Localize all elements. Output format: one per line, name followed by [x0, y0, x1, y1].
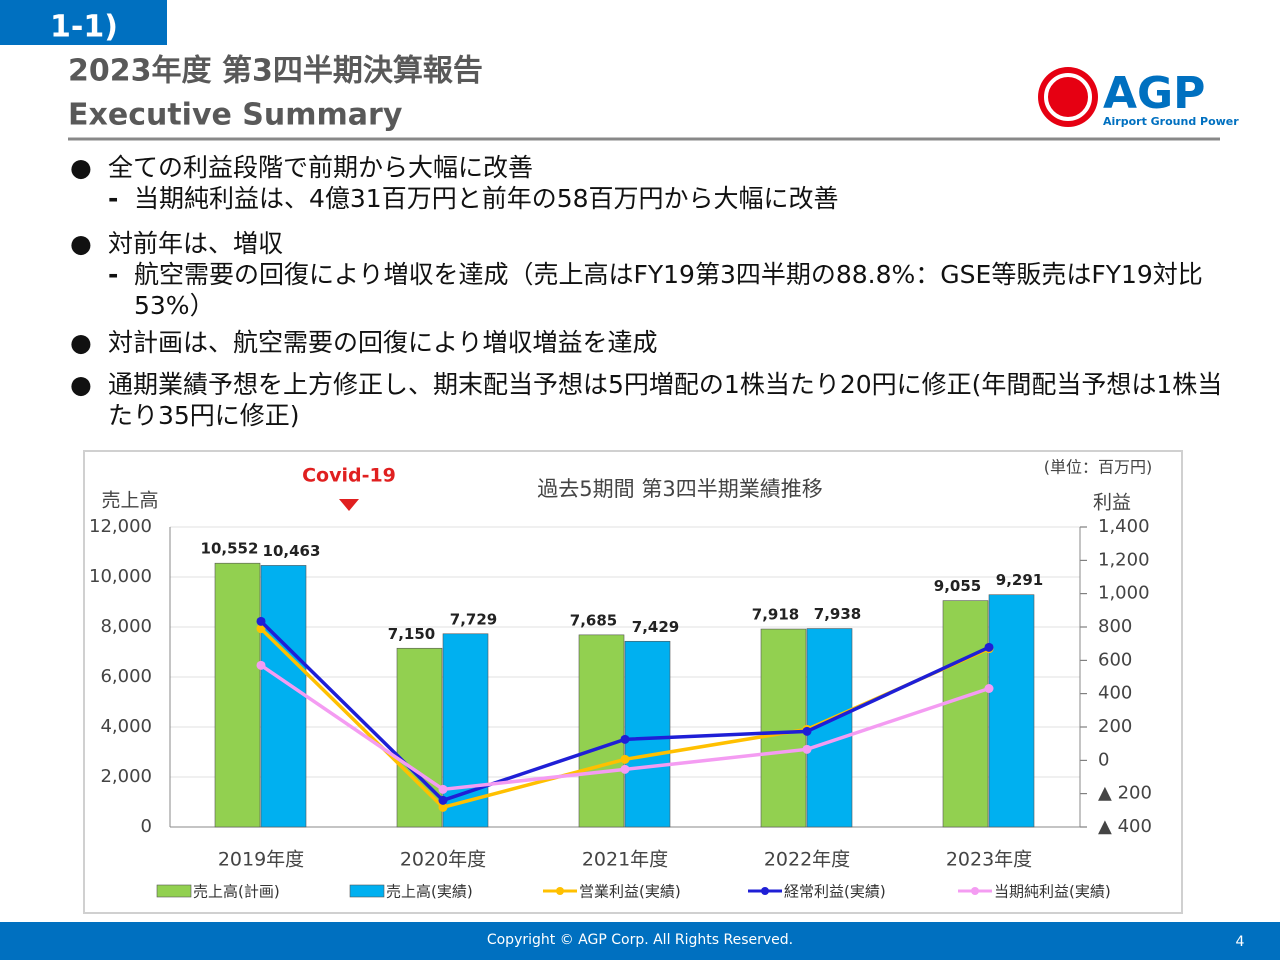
- logo-name: AGP: [1103, 68, 1205, 119]
- x-tick-label: 2019年度: [218, 849, 304, 871]
- y2-tick-label: 800: [1098, 616, 1132, 637]
- bar-value-label: 10,552: [201, 540, 259, 558]
- bar: [760, 628, 807, 828]
- line-point: [620, 764, 630, 774]
- x-tick-label: 2021年度: [582, 849, 668, 871]
- line-point: [802, 726, 812, 736]
- bar-value-label: 10,463: [263, 542, 321, 560]
- bullet-subtext: 当期純利益は、4億31百万円と前年の58百万円から大幅に改善: [108, 183, 1230, 214]
- x-tick-label: 2020年度: [400, 849, 486, 871]
- legend-label: 当期純利益(実績): [994, 883, 1111, 901]
- bullet-marker: ●: [70, 153, 92, 182]
- y-tick-label: 2,000: [100, 766, 152, 787]
- bar-value-label: 7,685: [570, 611, 617, 629]
- logo-tagline: Airport Ground Power: [1103, 115, 1239, 128]
- bar: [988, 594, 1035, 828]
- y2-tick-label: 0: [1098, 749, 1109, 770]
- legend-label: 経常利益(実績): [784, 883, 886, 901]
- bullet-item: ● 通期業績予想を上方修正し、期末配当予想は5円増配の1株当たり20円に修正(年間…: [70, 369, 1230, 431]
- bar: [260, 565, 307, 828]
- y2-axis-title: 利益: [1093, 492, 1131, 514]
- bullet-item: ● 対計画は、航空需要の回復により増収増益を達成: [70, 327, 1230, 358]
- legend-dot: [761, 887, 769, 895]
- y-tick-label: 6,000: [100, 666, 152, 687]
- section-number: 1-1): [50, 10, 118, 45]
- bullet-item: ● 全ての利益段階で前期から大幅に改善当期純利益は、4億31百万円と前年の58百万…: [70, 152, 1230, 214]
- bullet-text: 通期業績予想を上方修正し、期末配当予想は5円増配の1株当たり20円に修正(年間配…: [108, 370, 1223, 430]
- y2-tick-label: 1,400: [1098, 516, 1150, 537]
- bullet-marker: ●: [70, 370, 92, 399]
- bullet-text: 対計画は、航空需要の回復により増収増益を達成: [108, 328, 658, 357]
- line-point: [438, 795, 448, 805]
- legend-dot: [971, 887, 979, 895]
- legend-swatch: [156, 884, 192, 898]
- y2-tick-label: 1,200: [1098, 549, 1150, 570]
- page-number: 4: [1236, 934, 1245, 950]
- y2-tick-label: 1,000: [1098, 583, 1150, 604]
- bar-value-label: 9,291: [996, 571, 1043, 589]
- bar: [442, 633, 489, 828]
- y-axis-title: 売上高: [101, 490, 158, 512]
- bar-value-label: 7,729: [450, 610, 497, 628]
- bar: [624, 640, 671, 828]
- legend-label: 売上高(実績): [386, 883, 473, 901]
- legend-label: 営業利益(実績): [579, 883, 681, 901]
- line-point: [984, 684, 994, 693]
- x-tick-label: 2022年度: [764, 849, 850, 871]
- y-tick-label: 8,000: [100, 616, 152, 637]
- bullet-marker: ●: [70, 328, 92, 357]
- y2-tick-label: ▲ 200: [1098, 783, 1152, 804]
- bar-value-label: 7,918: [752, 606, 799, 624]
- y-tick-label: 0: [141, 816, 152, 837]
- legend-label: 売上高(計画): [193, 883, 280, 901]
- y-tick-label: 10,000: [89, 566, 152, 587]
- y-tick-label: 4,000: [100, 716, 152, 737]
- bullet-text: 全ての利益段階で前期から大幅に改善: [108, 153, 534, 182]
- bullet-subtext: 航空需要の回復により増収を達成（売上高はFY19第3四半期の88.8%：GSE等…: [108, 259, 1230, 321]
- line-point: [984, 642, 994, 652]
- line-point: [620, 754, 630, 764]
- line-point: [256, 616, 266, 626]
- chart-title: 過去5期間 第3四半期業績推移: [537, 477, 822, 501]
- bullet-marker: ●: [70, 229, 92, 258]
- y-tick-label: 12,000: [89, 516, 152, 537]
- bar: [942, 600, 989, 828]
- copyright: Copyright © AGP Corp. All Rights Reserve…: [487, 932, 793, 948]
- section-tab: [0, 0, 167, 45]
- bullet-item: ● 対前年は、増収航空需要の回復により増収を達成（売上高はFY19第3四半期の88…: [70, 228, 1230, 321]
- covid-arrow: [339, 499, 359, 511]
- bar: [578, 634, 625, 828]
- bar-value-label: 7,150: [388, 625, 435, 643]
- bar-value-label: 7,938: [814, 605, 861, 623]
- y2-tick-label: 600: [1098, 649, 1132, 670]
- footer-bar: [0, 922, 1280, 960]
- legend-dot: [556, 887, 564, 895]
- slide-subtitle: Executive Summary: [68, 98, 403, 133]
- y2-tick-label: 400: [1098, 683, 1132, 704]
- legend-swatch: [349, 884, 385, 898]
- line-point: [256, 660, 266, 670]
- y2-tick-label: ▲ 400: [1098, 816, 1152, 837]
- logo-ring: [1044, 73, 1092, 121]
- line-point: [802, 744, 812, 754]
- bar-value-label: 9,055: [934, 577, 981, 595]
- bullet-text: 対前年は、増収: [108, 229, 284, 258]
- bar-value-label: 7,429: [632, 618, 679, 636]
- covid-annotation: Covid-19: [302, 465, 396, 487]
- line-point: [256, 624, 266, 634]
- line-point: [438, 802, 448, 812]
- slide-title: 2023年度 第3四半期決算報告: [68, 54, 483, 89]
- x-tick-label: 2023年度: [946, 849, 1032, 871]
- bar: [214, 562, 261, 828]
- line-point: [620, 734, 630, 744]
- y2-tick-label: 200: [1098, 716, 1132, 737]
- line-point: [438, 784, 448, 794]
- unit-annotation: (単位：百万円): [1044, 458, 1153, 477]
